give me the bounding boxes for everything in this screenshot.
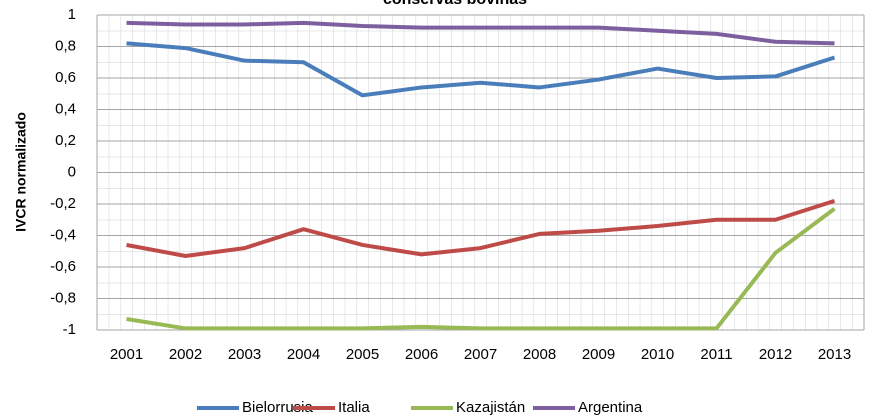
legend-label: Argentina bbox=[578, 399, 643, 416]
y-tick-label: 0 bbox=[68, 163, 76, 180]
y-tick-label: -0,2 bbox=[50, 195, 76, 212]
x-tick-label: 2001 bbox=[110, 346, 143, 363]
y-tick-label: 0,4 bbox=[55, 100, 76, 117]
legend-label: Italia bbox=[338, 399, 370, 416]
x-tick-label: 2007 bbox=[464, 346, 497, 363]
x-tick-label: 2010 bbox=[641, 346, 674, 363]
y-axis-label: IVCR normalizado bbox=[13, 112, 29, 232]
x-tick-label: 2003 bbox=[228, 346, 261, 363]
y-tick-label: -0,4 bbox=[50, 226, 76, 243]
y-tick-label: -0,8 bbox=[50, 289, 76, 306]
x-tick-label: 2006 bbox=[405, 346, 438, 363]
x-tick-label: 2005 bbox=[346, 346, 379, 363]
y-tick-label: 0,8 bbox=[55, 37, 76, 54]
line-series bbox=[126, 198, 836, 258]
y-tick-label: -1 bbox=[63, 321, 76, 338]
y-tick-label: 0,2 bbox=[55, 132, 76, 149]
x-tick-label: 2013 bbox=[818, 346, 851, 363]
y-tick-label: 1 bbox=[68, 6, 76, 23]
x-tick-label: 2002 bbox=[169, 346, 202, 363]
legend-label: Kazajistán bbox=[456, 399, 525, 416]
x-tick-label: 2009 bbox=[582, 346, 615, 363]
y-tick-label: -0,6 bbox=[50, 258, 76, 275]
x-tick-label: 2004 bbox=[287, 346, 320, 363]
chart-title: conservas bovinas bbox=[383, 0, 527, 8]
y-tick-label: 0,6 bbox=[55, 69, 76, 86]
x-tick-label: 2008 bbox=[523, 346, 556, 363]
line-series bbox=[126, 20, 835, 46]
legend-label: Bielorrusia bbox=[242, 399, 314, 416]
x-tick-label: 2011 bbox=[700, 346, 732, 363]
line-series bbox=[126, 207, 836, 331]
x-tick-label: 2012 bbox=[759, 346, 792, 363]
line-series bbox=[126, 41, 836, 98]
